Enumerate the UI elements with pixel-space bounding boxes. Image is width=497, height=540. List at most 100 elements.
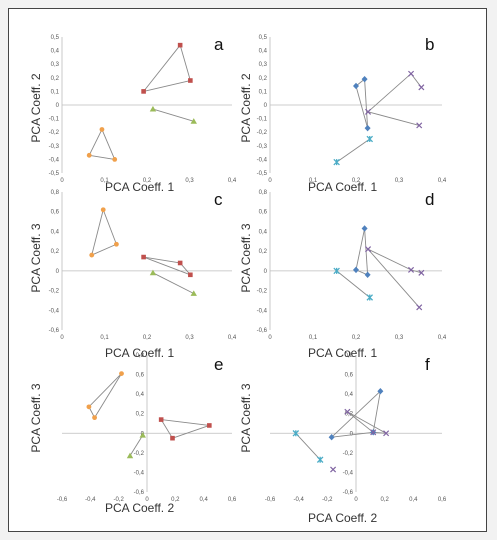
x-tick-label: 0,1 [309, 335, 318, 341]
x-tick-label: 0 [268, 335, 272, 341]
y-tick-label: 0 [56, 103, 60, 109]
connector-line [101, 129, 116, 160]
data-point-star [366, 135, 374, 143]
data-point-star [366, 294, 374, 301]
panel-letter: c [214, 190, 223, 209]
x-tick-label: 0,2 [380, 497, 389, 503]
data-point-triangle [139, 432, 146, 438]
data-point-star [333, 158, 340, 166]
connector-line [336, 138, 371, 163]
data-point-triangle [149, 105, 157, 112]
connector-line [347, 411, 374, 433]
x-tick-label: -0,6 [265, 497, 276, 503]
x-axis-title: PCA Coeff. 1 [105, 180, 174, 194]
x-tick-label: 0,4 [438, 178, 447, 184]
data-point-square [158, 417, 164, 422]
x-tick-label: 0,3 [395, 335, 404, 341]
connector-line [367, 248, 412, 271]
x-tick-label: 0,2 [143, 335, 152, 341]
x-tick-label: 0,3 [185, 335, 194, 341]
connector-line [364, 79, 369, 129]
y-tick-label: -0,2 [257, 289, 268, 295]
x-tick-label: 0,1 [309, 178, 318, 184]
y-tick-label: -0,3 [257, 144, 268, 150]
connector-line [372, 391, 381, 433]
connector-line [347, 411, 387, 434]
y-tick-label: -0,4 [343, 470, 354, 476]
y-axis-title: PCA Coeff. 3 [29, 383, 43, 452]
y-tick-label: -0,2 [49, 130, 60, 136]
data-point-diamond [353, 82, 359, 90]
y-axis-title: PCA Coeff. 2 [239, 73, 253, 142]
connector-line [336, 270, 371, 298]
connector-line [172, 425, 210, 439]
connector-line [129, 435, 144, 457]
connector-line [143, 80, 191, 92]
data-point-cross [344, 408, 351, 415]
connector-line [91, 243, 117, 256]
x-tick-label: 0,4 [228, 178, 237, 184]
data-point-cross [416, 122, 423, 129]
x-tick-label: 0 [145, 497, 149, 503]
panel-letter: d [425, 190, 434, 209]
connector-line [102, 209, 117, 245]
data-point-cross [418, 84, 425, 91]
x-tick-label: 0,2 [352, 335, 361, 341]
y-tick-label: -0,6 [257, 328, 268, 334]
connector-line [143, 256, 191, 276]
chart-panel-c: 0,80,60,40,20-0,2-0,4-0,60 0,1 0,2 0,3 0,4PC… [29, 190, 237, 360]
y-tick-label: 0,2 [345, 412, 354, 418]
connector-line [367, 248, 420, 308]
y-tick-label: -0,4 [49, 157, 60, 163]
panel-letter: a [214, 35, 224, 54]
connector-line [89, 154, 115, 160]
x-tick-label: 0,2 [143, 178, 152, 184]
connector-line [355, 228, 366, 270]
y-tick-label: -0,1 [257, 117, 268, 123]
data-point-circle [114, 241, 119, 247]
x-axis-title: PCA Coeff. 1 [105, 346, 174, 360]
data-point-star [292, 430, 300, 437]
data-point-diamond [364, 271, 371, 278]
data-point-triangle [190, 118, 197, 124]
y-tick-label: 0 [56, 269, 60, 275]
y-tick-label: -0,2 [343, 451, 354, 457]
y-tick-label: -0,6 [343, 490, 354, 496]
data-point-square [177, 42, 183, 48]
data-point-circle [86, 404, 92, 410]
y-tick-label: -0,4 [134, 470, 145, 476]
y-tick-label: 0,6 [136, 373, 145, 379]
data-point-square [207, 423, 212, 428]
x-tick-label: 0 [268, 178, 272, 184]
x-tick-label: 0,1 [100, 178, 109, 184]
y-axis-title: PCA Coeff. 3 [239, 383, 253, 452]
connector-line [331, 390, 381, 438]
panel-letter: e [214, 355, 223, 374]
y-tick-label: 0,4 [345, 392, 354, 398]
y-tick-label: -0,3 [49, 144, 60, 150]
data-point-cross [383, 430, 390, 437]
y-tick-label: 0,8 [259, 190, 268, 196]
chart-panel-d: 0,80,60,40,20-0,2-0,4-0,60 0,1 0,2 0,3 0,4PC… [239, 190, 447, 360]
y-tick-label: -0,6 [134, 490, 145, 496]
y-tick-label: 0,4 [51, 229, 60, 235]
y-tick-label: 0,4 [51, 49, 60, 55]
connector-line [367, 73, 412, 113]
data-point-circle [119, 371, 124, 376]
x-axis-title: PCA Coeff. 1 [308, 346, 377, 360]
data-point-cross [416, 304, 423, 311]
data-point-square [177, 260, 183, 266]
x-tick-label: 0,6 [228, 497, 237, 503]
data-point-cross [418, 269, 425, 276]
y-axis-title: PCA Coeff. 3 [239, 223, 253, 292]
x-tick-label: 0,4 [438, 335, 447, 341]
data-point-diamond [364, 124, 371, 132]
data-point-triangle [149, 269, 157, 276]
y-tick-label: -0,2 [257, 130, 268, 136]
y-tick-label: -0,2 [49, 289, 60, 295]
data-point-circle [86, 152, 92, 158]
x-tick-label: 0,4 [228, 335, 237, 341]
data-point-circle [99, 127, 105, 132]
y-tick-label: -0,1 [49, 117, 60, 123]
data-point-square [170, 435, 175, 441]
